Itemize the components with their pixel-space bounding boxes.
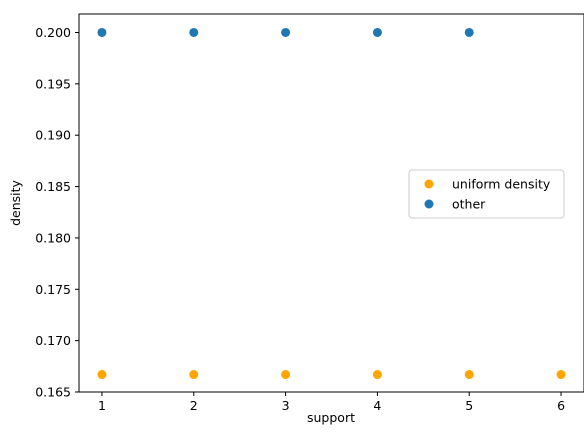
y-tick-label: 0.170 <box>35 333 71 348</box>
legend-label-uniform: uniform density <box>452 177 551 192</box>
y-axis-label: density <box>8 179 23 225</box>
x-tick-label: 2 <box>190 398 198 413</box>
x-tick-label: 1 <box>98 398 106 413</box>
x-tick-label: 5 <box>465 398 473 413</box>
scatter-point-other-3 <box>281 27 291 37</box>
y-tick-label: 0.165 <box>35 385 71 400</box>
legend-box <box>408 169 565 219</box>
y-axis-ticks: 0.165 0.170 0.175 0.180 0.185 0.190 0.195 0.200 <box>35 25 79 400</box>
scatter-point-other-5 <box>464 27 474 37</box>
plot-area-frame <box>78 13 584 393</box>
x-tick-label: 4 <box>373 398 381 413</box>
scatter-point-uniform-5 <box>464 370 474 380</box>
scatter-point-uniform-2 <box>189 370 199 380</box>
scatter-point-uniform-4 <box>372 370 382 380</box>
scatter-point-uniform-6 <box>556 370 566 380</box>
y-tick-label: 0.195 <box>35 76 71 91</box>
scatter-point-other-1 <box>97 27 107 37</box>
y-tick-label: 0.185 <box>35 179 71 194</box>
legend: uniform density other <box>408 169 565 219</box>
x-tick-label: 3 <box>282 398 290 413</box>
plot-marks <box>97 27 566 380</box>
scatter-point-other-4 <box>372 27 382 37</box>
y-tick-label: 0.175 <box>35 282 71 297</box>
legend-marker-uniform <box>424 179 434 189</box>
x-axis-ticks: 1 2 3 4 5 6 <box>98 392 565 413</box>
y-tick-label: 0.180 <box>35 230 71 245</box>
legend-label-other: other <box>452 197 486 212</box>
y-tick-label: 0.200 <box>35 25 71 40</box>
scatter-point-other-2 <box>189 27 199 37</box>
scatter-point-uniform-1 <box>97 370 107 380</box>
y-tick-label: 0.190 <box>35 128 71 143</box>
legend-marker-other <box>424 199 434 209</box>
x-axis-label: support <box>307 410 355 425</box>
scatter-point-uniform-3 <box>281 370 291 380</box>
x-tick-label: 6 <box>557 398 565 413</box>
